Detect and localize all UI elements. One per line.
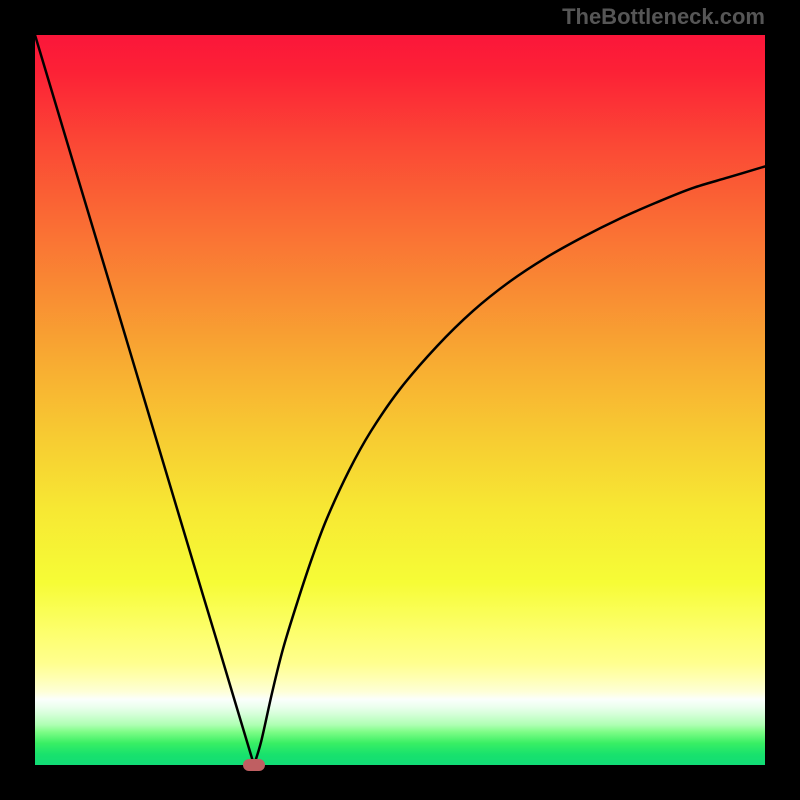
watermark-text: TheBottleneck.com: [562, 4, 765, 30]
bottleneck-curve: [35, 35, 765, 765]
plot-area: [35, 35, 765, 765]
chart-frame: TheBottleneck.com: [0, 0, 800, 800]
optimal-point-marker: [243, 759, 265, 771]
